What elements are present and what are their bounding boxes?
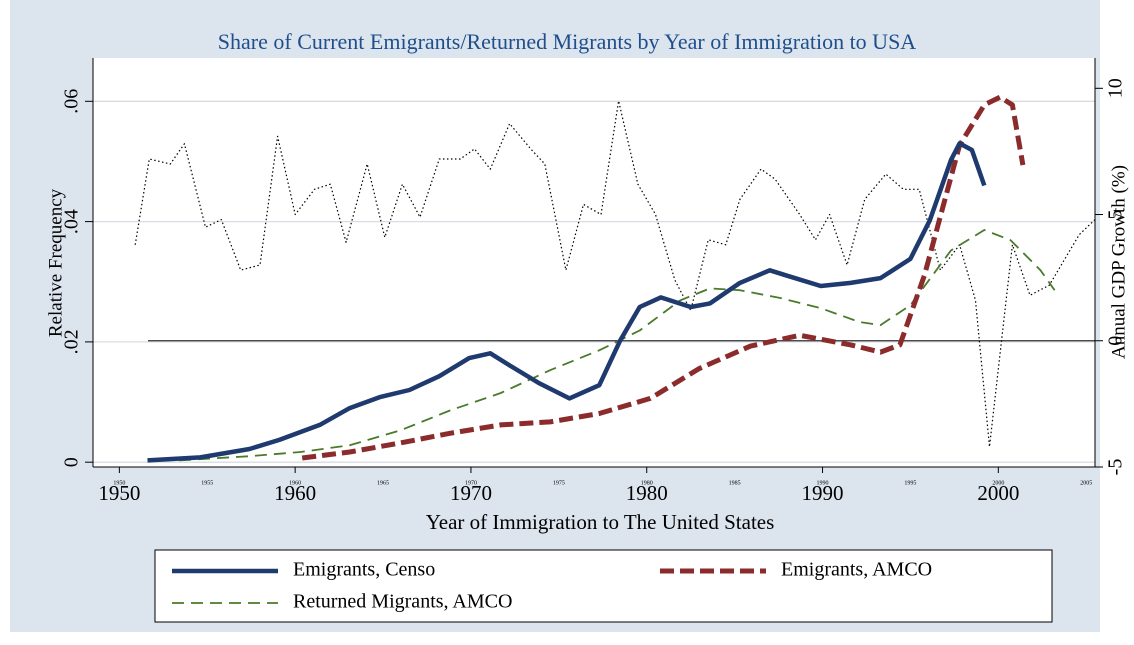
y2-tick-label: 10 [1105, 78, 1127, 98]
chart-title: Share of Current Emigrants/Returned Migr… [218, 29, 917, 54]
y-tick-label: .04 [61, 209, 83, 234]
x-tick-label: 1990 [802, 481, 844, 505]
x-tick-label: 2000 [977, 481, 1019, 505]
y2-tick-label: -5 [1105, 459, 1127, 476]
x-minor-tick-label: 1995 [904, 480, 916, 486]
plot-area [93, 58, 1095, 467]
y-tick-label: 0 [61, 457, 83, 467]
x-axis-label: Year of Immigration to The United States [426, 510, 775, 534]
legend-label: Returned Migrants, AMCO [293, 591, 512, 613]
y-tick-label: .02 [61, 329, 83, 354]
y2-axis-label: Annual GDP Growth (%) [1108, 165, 1129, 359]
series-line [147, 141, 987, 463]
x-tick-label: 1980 [626, 481, 668, 505]
y-tick-label: .06 [61, 89, 83, 114]
legend-label: Emigrants, Censo [293, 559, 435, 581]
series-line [134, 100, 1096, 448]
x-minor-tick-label: 1975 [553, 480, 565, 486]
y-axis-label: Relative Frequency [45, 188, 66, 337]
x-minor-tick-label: 2000 [992, 480, 1004, 486]
x-tick-label: 1950 [98, 481, 140, 505]
y2-tick-label: 5 [1105, 210, 1127, 220]
x-tick-label: 1960 [274, 481, 316, 505]
legend [154, 549, 1053, 623]
x-minor-tick-label: 1970 [465, 480, 477, 486]
legend-label: Emigrants, AMCO [781, 559, 932, 581]
x-minor-tick-label: 1985 [729, 480, 741, 486]
x-tick-label: 1970 [450, 481, 492, 505]
x-minor-tick-label: 1955 [201, 480, 213, 486]
x-minor-tick-label: 1980 [641, 480, 653, 486]
x-minor-tick-label: 1960 [289, 480, 301, 486]
series-line [179, 229, 1056, 462]
x-minor-tick-label: 1965 [377, 480, 389, 486]
y2-tick-label: 0 [1105, 336, 1127, 346]
series-line [301, 94, 1026, 461]
x-minor-tick-label: 1990 [817, 480, 829, 486]
x-minor-tick-label: 1950 [113, 480, 125, 486]
x-minor-tick-label: 2005 [1080, 480, 1092, 486]
